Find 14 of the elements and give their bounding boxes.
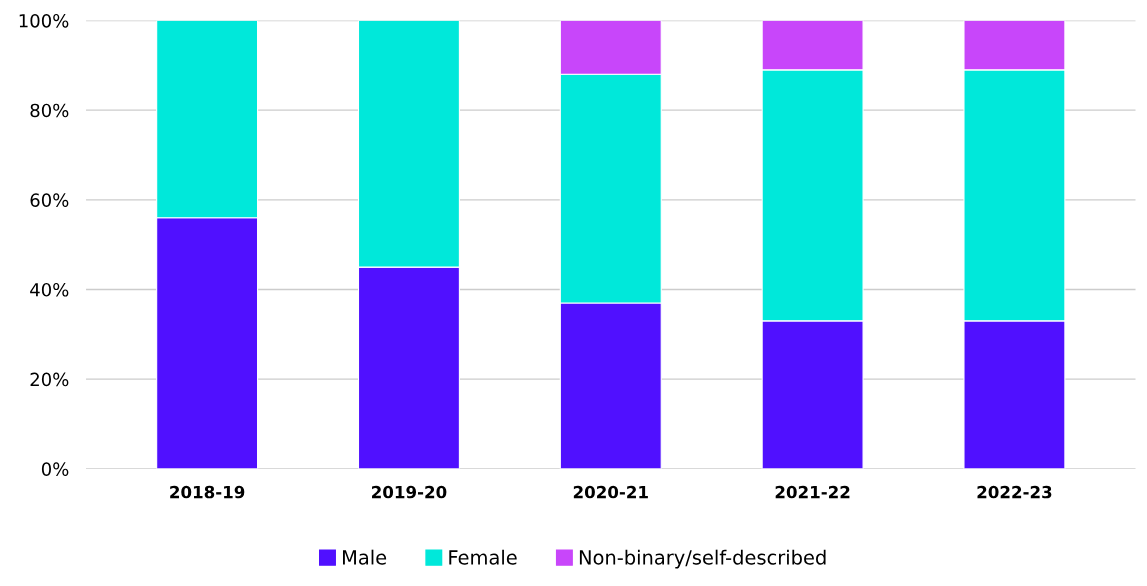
x-tick-label: 2019-20: [372, 485, 447, 499]
legend-label: Male: [343, 549, 387, 565]
y-tick-label: 60%: [30, 193, 69, 207]
y-tick-label: 40%: [30, 282, 69, 297]
x-tick-label: 2021-22: [775, 485, 850, 499]
x-tick-label: 2022-23: [977, 485, 1052, 499]
y-tick-label: 20%: [30, 372, 69, 387]
y-tick-label: 80%: [30, 103, 69, 118]
y-tick-label: 0%: [41, 462, 69, 476]
x-tick-label: 2018-19: [170, 485, 245, 499]
legend-label: Non-binary/self-described: [579, 549, 826, 569]
legend-label: Female: [449, 549, 517, 565]
y-tick-label: 100%: [19, 13, 69, 28]
x-tick-label: 2020-21: [573, 485, 648, 499]
